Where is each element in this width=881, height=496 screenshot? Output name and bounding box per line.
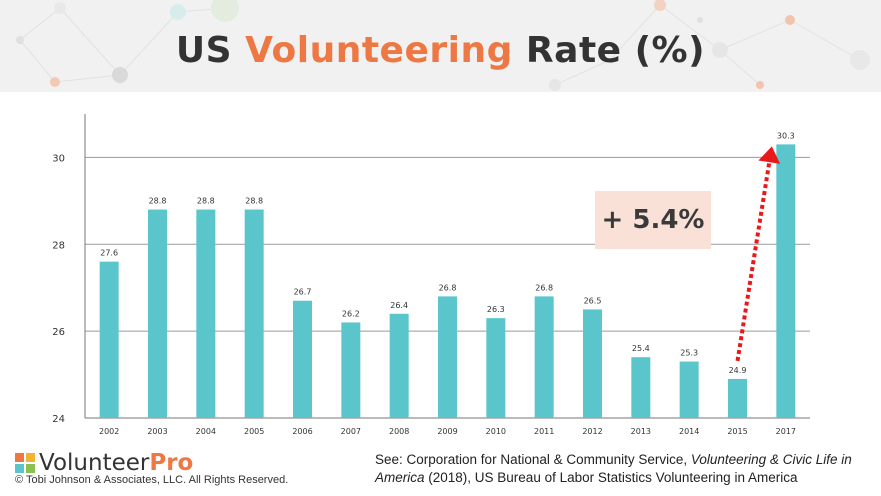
y-tick-label: 30 xyxy=(52,153,65,164)
data-label: 24.9 xyxy=(729,366,747,375)
bar xyxy=(293,300,312,418)
x-tick-label: 2013 xyxy=(631,427,651,436)
source-part-2: (2018), US Bureau of Labor Statistics Vo… xyxy=(424,470,798,485)
bar xyxy=(728,378,747,418)
callout-text: + 5.4% xyxy=(601,205,705,235)
data-label: 30.3 xyxy=(777,131,795,140)
data-label: 26.2 xyxy=(342,309,360,318)
x-tick-label: 2010 xyxy=(486,427,506,436)
bar xyxy=(99,261,119,418)
data-label: 28.8 xyxy=(197,197,215,206)
logo-icon xyxy=(15,453,35,473)
x-tick-label: 2015 xyxy=(727,427,747,436)
bar-chart: 24 26 28 30 27.6 2002 28.8 2003 28.8 2004 28.8 2005… xyxy=(52,114,810,436)
x-tick-label: 2012 xyxy=(582,427,602,436)
bar xyxy=(438,296,457,418)
bar xyxy=(486,318,506,418)
x-tick-label: 2003 xyxy=(147,427,167,436)
title-suffix: Rate (%) xyxy=(512,30,706,71)
source-part-1: See: Corporation for National & Communit… xyxy=(375,452,691,467)
x-tick-label: 2004 xyxy=(196,427,216,436)
bar xyxy=(196,209,216,418)
header-banner: US Volunteering Rate (%) xyxy=(0,0,881,92)
x-tick-label: 2011 xyxy=(534,427,554,436)
change-arrow-head xyxy=(758,146,781,164)
bar xyxy=(776,144,796,418)
data-label: 26.8 xyxy=(535,283,553,292)
x-tick-label: 2008 xyxy=(389,427,409,436)
x-tick-label: 2017 xyxy=(776,427,796,436)
data-label: 26.7 xyxy=(294,288,312,297)
data-label: 28.8 xyxy=(245,197,263,206)
data-label: 25.3 xyxy=(680,349,698,358)
page-title: US Volunteering Rate (%) xyxy=(0,30,881,71)
title-prefix: US xyxy=(175,30,246,71)
volunteerpro-logo: Volunteer Pro xyxy=(14,450,193,476)
y-tick-label: 24 xyxy=(52,414,65,425)
copyright-notice: © Tobi Johnson & Associates, LLC. All Ri… xyxy=(15,474,289,486)
data-label: 26.8 xyxy=(439,283,457,292)
change-callout: + 5.4% xyxy=(595,191,711,249)
source-citation: See: Corporation for National & Communit… xyxy=(375,451,855,487)
data-label: 26.3 xyxy=(487,305,505,314)
data-label: 26.5 xyxy=(584,296,602,305)
y-tick-label: 28 xyxy=(52,240,65,251)
data-label: 25.4 xyxy=(632,344,650,353)
network-background-decoration xyxy=(16,0,870,91)
bar xyxy=(534,296,554,418)
x-tick-label: 2006 xyxy=(292,427,312,436)
x-tick-label: 2002 xyxy=(99,427,119,436)
y-tick-label: 26 xyxy=(52,327,65,338)
bar xyxy=(244,209,264,418)
bar xyxy=(341,322,361,418)
title-accent: Volunteering xyxy=(245,30,513,71)
data-label: 28.8 xyxy=(149,197,167,206)
bar xyxy=(631,357,651,418)
bar xyxy=(583,309,602,418)
logo-pro: Pro xyxy=(149,450,194,476)
bar xyxy=(148,209,167,418)
logo-name: Volunteer xyxy=(39,450,150,476)
data-label: 27.6 xyxy=(100,249,118,258)
change-arrow-line xyxy=(735,161,772,362)
source-italic: Volunteering & Civic Life in America xyxy=(375,452,852,485)
x-tick-label: 2009 xyxy=(437,427,457,436)
bar xyxy=(389,313,409,418)
x-tick-label: 2005 xyxy=(244,427,264,436)
bar xyxy=(679,361,699,418)
x-tick-label: 2007 xyxy=(341,427,361,436)
data-label: 26.4 xyxy=(390,301,408,310)
x-tick-label: 2014 xyxy=(679,427,699,436)
